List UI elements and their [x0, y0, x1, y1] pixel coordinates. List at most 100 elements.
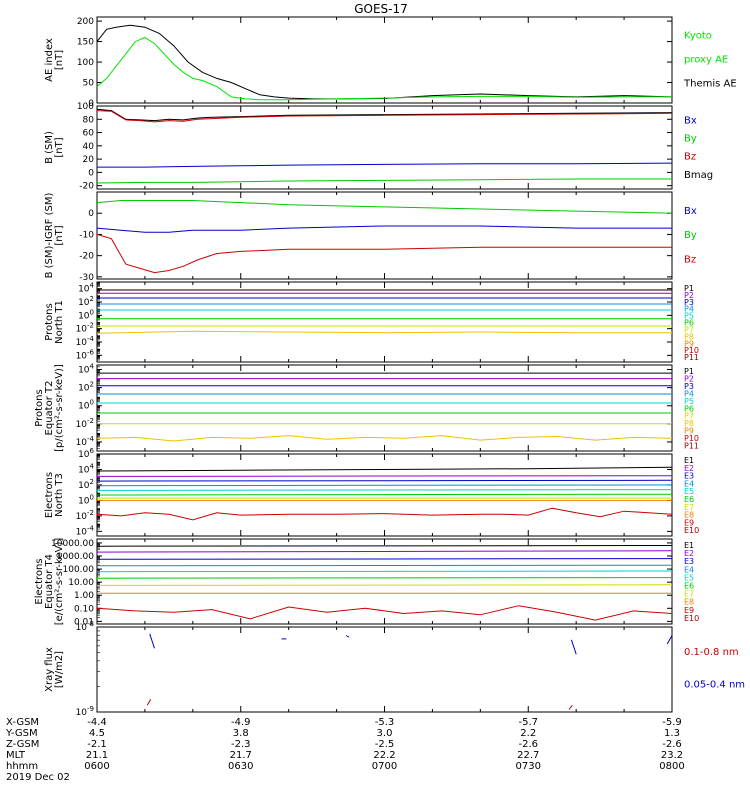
legend-entry: Bx — [684, 116, 697, 127]
y-tick-label: 100 — [78, 399, 94, 412]
legend-entry: P5 — [684, 312, 694, 321]
series-bz — [96, 110, 673, 123]
legend-entry: Bz — [684, 152, 696, 163]
x-axis-value: -4.4 — [87, 717, 107, 728]
series-by — [96, 200, 673, 214]
y-tick-label: -20 — [79, 252, 94, 262]
series-e4 — [96, 564, 673, 567]
panel-7 — [96, 538, 673, 625]
legend-entry: P2 — [684, 374, 694, 383]
series-e1 — [96, 466, 673, 472]
x-axis-value: -2.3 — [231, 739, 251, 750]
x-axis-value: -5.9 — [662, 717, 682, 728]
y-tick-label: 60 — [83, 129, 95, 139]
legend-entry: P5 — [684, 397, 694, 406]
legend-entry: P3 — [684, 298, 694, 307]
series-bmag — [96, 108, 673, 122]
series-bx — [96, 225, 672, 233]
y-tick-label: 0 — [88, 209, 94, 219]
y-tick-label: 10-4 — [76, 524, 95, 537]
y-tick-label: 10.00 — [68, 578, 94, 588]
y-tick-label: -20 — [79, 182, 94, 192]
y-axis-label: North T3 — [54, 473, 65, 517]
y-tick-label: -30 — [79, 273, 94, 283]
legend-entry: P10 — [684, 434, 699, 443]
y-axis-label: Xray flux — [44, 647, 55, 692]
x-axis-value: -2.1 — [87, 739, 107, 750]
legend-entry: E9 — [684, 518, 694, 527]
y-tick-label: 106 — [78, 447, 94, 460]
legend-entry: E10 — [684, 526, 699, 535]
series-0-05-0-4-nm — [570, 639, 577, 655]
y-tick-label: 10-2 — [76, 322, 94, 335]
series-0-05-0-4-nm — [345, 635, 350, 638]
y-axis-label: Electrons — [34, 558, 45, 604]
series-e6 — [96, 577, 673, 579]
x-axis-value: 0730 — [516, 761, 541, 772]
x-axis-value: 21.7 — [230, 750, 252, 761]
legend-entry: Bx — [684, 206, 697, 217]
y-axis-label: [W/m2] — [54, 651, 65, 688]
y-axis-label: Equator T4 — [44, 554, 55, 609]
y-tick-label: 104 — [78, 282, 94, 295]
y-tick-label: 100 — [77, 102, 94, 112]
legend-entry: P6 — [684, 404, 694, 413]
y-tick-label: 100.00 — [63, 565, 95, 575]
x-axis-value: 4.5 — [89, 728, 105, 739]
series-bx — [97, 162, 673, 168]
legend-entry: By — [684, 230, 697, 241]
y-tick-label: 0.10 — [74, 604, 94, 614]
x-axis-value: 0700 — [372, 761, 397, 772]
y-axis-label: [p/(cm²-s-sr-keV)] — [54, 364, 65, 452]
legend-entry: E4 — [684, 479, 694, 488]
y-axis-label: [e/(cm²-s-sr-keV)] — [54, 538, 65, 626]
legend-entry: E8 — [684, 511, 694, 520]
y-axis-label: [nT] — [54, 225, 65, 245]
series-0-1-0-8-nm — [146, 699, 152, 706]
x-axis-value: 22.7 — [517, 750, 539, 761]
legend-entry: Bz — [684, 254, 696, 265]
x-axis-row-label: Z-GSM — [6, 739, 39, 750]
panel-4 — [96, 281, 673, 363]
y-tick-label: 0.01 — [74, 617, 94, 627]
y-tick-label: 40 — [83, 142, 95, 152]
y-tick-label: 102 — [78, 295, 94, 308]
panel-frame — [96, 105, 673, 190]
legend-entry: P11 — [684, 353, 699, 362]
legend-entry: 0.1-0.8 nm — [684, 647, 739, 658]
x-axis-value: -2.6 — [518, 739, 538, 750]
series-e1 — [96, 545, 673, 547]
x-axis-value: 21.1 — [86, 750, 108, 761]
y-tick-label: 50 — [83, 79, 95, 89]
panel-5 — [96, 364, 673, 452]
y-tick-label: 100 — [77, 58, 94, 68]
legend-entry: P9 — [684, 427, 694, 436]
y-axis-label: Protons — [44, 303, 55, 340]
x-axis-value: -5.7 — [518, 717, 538, 728]
y-tick-label: -10 — [79, 230, 94, 240]
y-tick-label: 150 — [77, 38, 94, 48]
x-axis-value: 3.0 — [377, 728, 393, 739]
series-e9 — [96, 507, 673, 521]
series-e3 — [96, 479, 673, 482]
legend-entry: E6 — [684, 582, 694, 591]
legend-entry: E2 — [684, 549, 694, 558]
x-axis-row-label: MLT — [6, 750, 26, 761]
x-axis-value: 22.2 — [373, 750, 395, 761]
series-e6 — [96, 493, 673, 496]
x-axis-value: -5.3 — [375, 717, 395, 728]
panel-frame — [96, 16, 673, 104]
legend-entry: E7 — [684, 590, 694, 599]
legend-entry: P4 — [684, 305, 694, 314]
series-0-05-0-4-nm — [149, 633, 155, 649]
series-e2 — [96, 475, 673, 477]
x-axis-value: -2.5 — [375, 739, 395, 750]
y-tick-label: 10-4 — [76, 335, 95, 348]
panel-3 — [96, 191, 673, 280]
y-tick-label: 10-6 — [76, 348, 95, 361]
series-e4 — [96, 484, 673, 487]
panel-8 — [96, 626, 673, 713]
series-e5 — [96, 570, 673, 573]
y-tick-label: 104 — [78, 462, 94, 475]
